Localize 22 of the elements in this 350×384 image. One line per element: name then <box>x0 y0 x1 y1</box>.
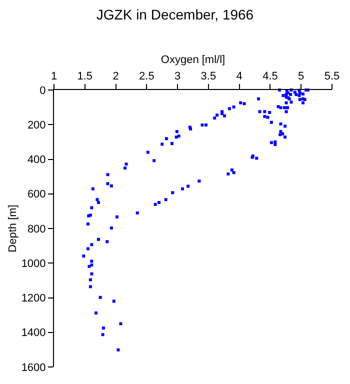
x-tick-label: 4.5 <box>262 70 278 83</box>
x-tick-label: 1 <box>50 70 58 83</box>
x-tick-label: 2.5 <box>139 70 154 83</box>
y-tick-label: 200 <box>27 119 46 132</box>
x-tick-label: 5 <box>298 70 304 83</box>
x-tick-label: 5.5 <box>324 70 340 83</box>
y-tick-label: 1000 <box>21 258 46 270</box>
y-tick-label: 600 <box>27 188 46 201</box>
y-tick-label: 400 <box>27 154 46 166</box>
x-tick-label: 4 <box>236 70 242 83</box>
x-tick-label: 3 <box>174 70 181 83</box>
y-tick-label: 800 <box>27 223 46 236</box>
x-tick-label: 1.5 <box>77 70 93 83</box>
chart-title: JGZK in December, 1966 <box>96 6 254 22</box>
x-tick-label: 2 <box>112 70 119 83</box>
y-tick-label: 1600 <box>21 362 46 374</box>
y-axis-title: Depth [m] <box>6 204 19 252</box>
y-tick-label: 1200 <box>21 292 46 305</box>
x-tick-label: 3.5 <box>200 70 216 83</box>
x-axis-title: Oxygen [ml/l] <box>160 54 226 66</box>
y-tick-label: 1400 <box>21 327 46 340</box>
y-tick-label: 0 <box>40 84 46 97</box>
